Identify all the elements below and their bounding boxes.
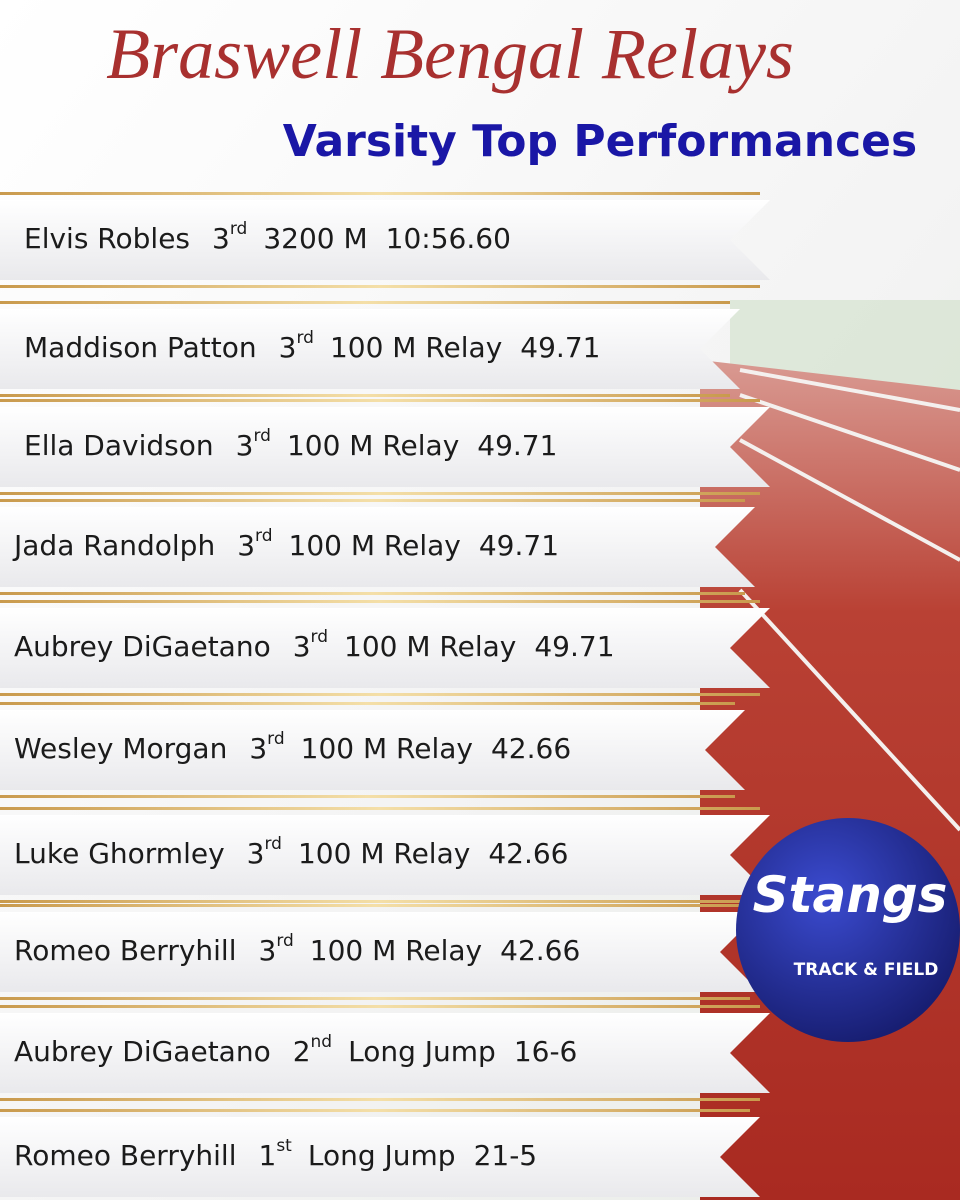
gold-line — [0, 600, 760, 603]
place-suffix: rd — [276, 931, 293, 951]
event: 100 M Relay — [330, 331, 502, 364]
row-text: Romeo Berryhill 1st Long Jump 21-5 — [14, 1136, 537, 1172]
gold-line — [0, 1005, 760, 1008]
event: Long Jump — [348, 1035, 496, 1068]
event: 100 M Relay — [287, 429, 459, 462]
gold-line — [0, 301, 730, 304]
event: 100 M Relay — [289, 529, 461, 562]
event: 3200 M — [263, 222, 367, 255]
ribbon — [0, 1013, 770, 1093]
mark: 42.66 — [488, 837, 568, 870]
place-suffix: st — [276, 1136, 292, 1156]
place-suffix: rd — [230, 219, 247, 239]
gold-line — [0, 1109, 750, 1112]
place: 3 — [237, 529, 255, 562]
place-suffix: nd — [311, 1032, 333, 1052]
event: 100 M Relay — [301, 732, 473, 765]
ribbon — [0, 1117, 760, 1197]
mark: 21-5 — [474, 1139, 538, 1172]
event: 100 M Relay — [344, 630, 516, 663]
place: 3 — [279, 331, 297, 364]
athlete-name: Aubrey DiGaetano — [14, 1035, 271, 1068]
row-text: Elvis Robles 3rd 3200 M 10:56.60 — [24, 219, 511, 255]
place-suffix: rd — [264, 834, 281, 854]
mark: 49.71 — [479, 529, 559, 562]
row-text: Luke Ghormley 3rd 100 M Relay 42.66 — [14, 834, 568, 870]
place: 3 — [247, 837, 265, 870]
athlete-name: Ella Davidson — [24, 429, 214, 462]
gold-line — [0, 904, 750, 907]
gold-line — [0, 900, 760, 903]
athlete-name: Wesley Morgan — [14, 732, 227, 765]
gold-line — [0, 997, 750, 1000]
place-suffix: rd — [296, 328, 313, 348]
mark: 16-6 — [514, 1035, 578, 1068]
logo-tagline: TRACK & FIELD — [794, 960, 939, 980]
gold-line — [0, 492, 760, 495]
mark: 49.71 — [477, 429, 557, 462]
place-suffix: rd — [255, 526, 272, 546]
athlete-name: Aubrey DiGaetano — [14, 630, 271, 663]
place: 1 — [258, 1139, 276, 1172]
title: Braswell Bengal Relays — [106, 14, 794, 94]
row-text: Ella Davidson 3rd 100 M Relay 49.71 — [24, 426, 557, 462]
logo-name: Stangs — [753, 866, 948, 924]
row-text: Maddison Patton 3rd 100 M Relay 49.71 — [24, 328, 600, 364]
place: 3 — [236, 429, 254, 462]
lane-lines — [738, 368, 960, 832]
place: 3 — [212, 222, 230, 255]
gold-line — [0, 499, 745, 502]
ribbon — [0, 710, 745, 790]
place: 3 — [249, 732, 267, 765]
gold-line — [0, 394, 730, 397]
gold-line — [0, 795, 735, 798]
mark: 10:56.60 — [386, 222, 511, 255]
gold-line — [0, 592, 745, 595]
logo: Stangs TRACK & FIELD — [736, 818, 960, 1042]
place-suffix: rd — [267, 729, 284, 749]
ribbon — [0, 309, 740, 389]
athlete-name: Romeo Berryhill — [14, 934, 236, 967]
ribbon — [0, 407, 770, 487]
event: Long Jump — [308, 1139, 456, 1172]
row-text: Romeo Berryhill 3rd 100 M Relay 42.66 — [14, 931, 580, 967]
place-suffix: rd — [311, 627, 328, 647]
athlete-name: Luke Ghormley — [14, 837, 225, 870]
gold-line — [0, 693, 760, 696]
place-suffix: rd — [253, 426, 270, 446]
gold-line — [0, 285, 760, 288]
ribbon — [0, 815, 770, 895]
event: 100 M Relay — [310, 934, 482, 967]
mark: 49.71 — [520, 331, 600, 364]
ribbon — [0, 608, 770, 688]
place: 3 — [293, 630, 311, 663]
athlete-name: Jada Randolph — [12, 529, 215, 562]
gold-line — [0, 399, 760, 402]
ribbon — [0, 200, 770, 280]
row-text: Wesley Morgan 3rd 100 M Relay 42.66 — [14, 729, 571, 765]
gold-line — [0, 807, 760, 810]
ribbon — [0, 912, 760, 992]
mark: 42.66 — [500, 934, 580, 967]
place: 3 — [258, 934, 276, 967]
row-text: Aubrey DiGaetano 2nd Long Jump 16-6 — [14, 1032, 577, 1068]
place: 2 — [293, 1035, 311, 1068]
athlete-name: Romeo Berryhill — [14, 1139, 236, 1172]
gold-line — [0, 192, 760, 195]
athlete-name: Elvis Robles — [24, 222, 190, 255]
row-text: Aubrey DiGaetano 3rd 100 M Relay 49.71 — [14, 627, 615, 663]
gold-line — [0, 1098, 760, 1101]
mark: 42.66 — [491, 732, 571, 765]
row-text: Jada Randolph 3rd 100 M Relay 49.71 — [12, 526, 559, 562]
subtitle: Varsity Top Performances — [283, 116, 917, 167]
gold-line — [0, 702, 735, 705]
event: 100 M Relay — [298, 837, 470, 870]
athlete-name: Maddison Patton — [24, 331, 257, 364]
ribbon — [0, 507, 755, 587]
mark: 49.71 — [534, 630, 614, 663]
logo-badge — [736, 818, 960, 1042]
